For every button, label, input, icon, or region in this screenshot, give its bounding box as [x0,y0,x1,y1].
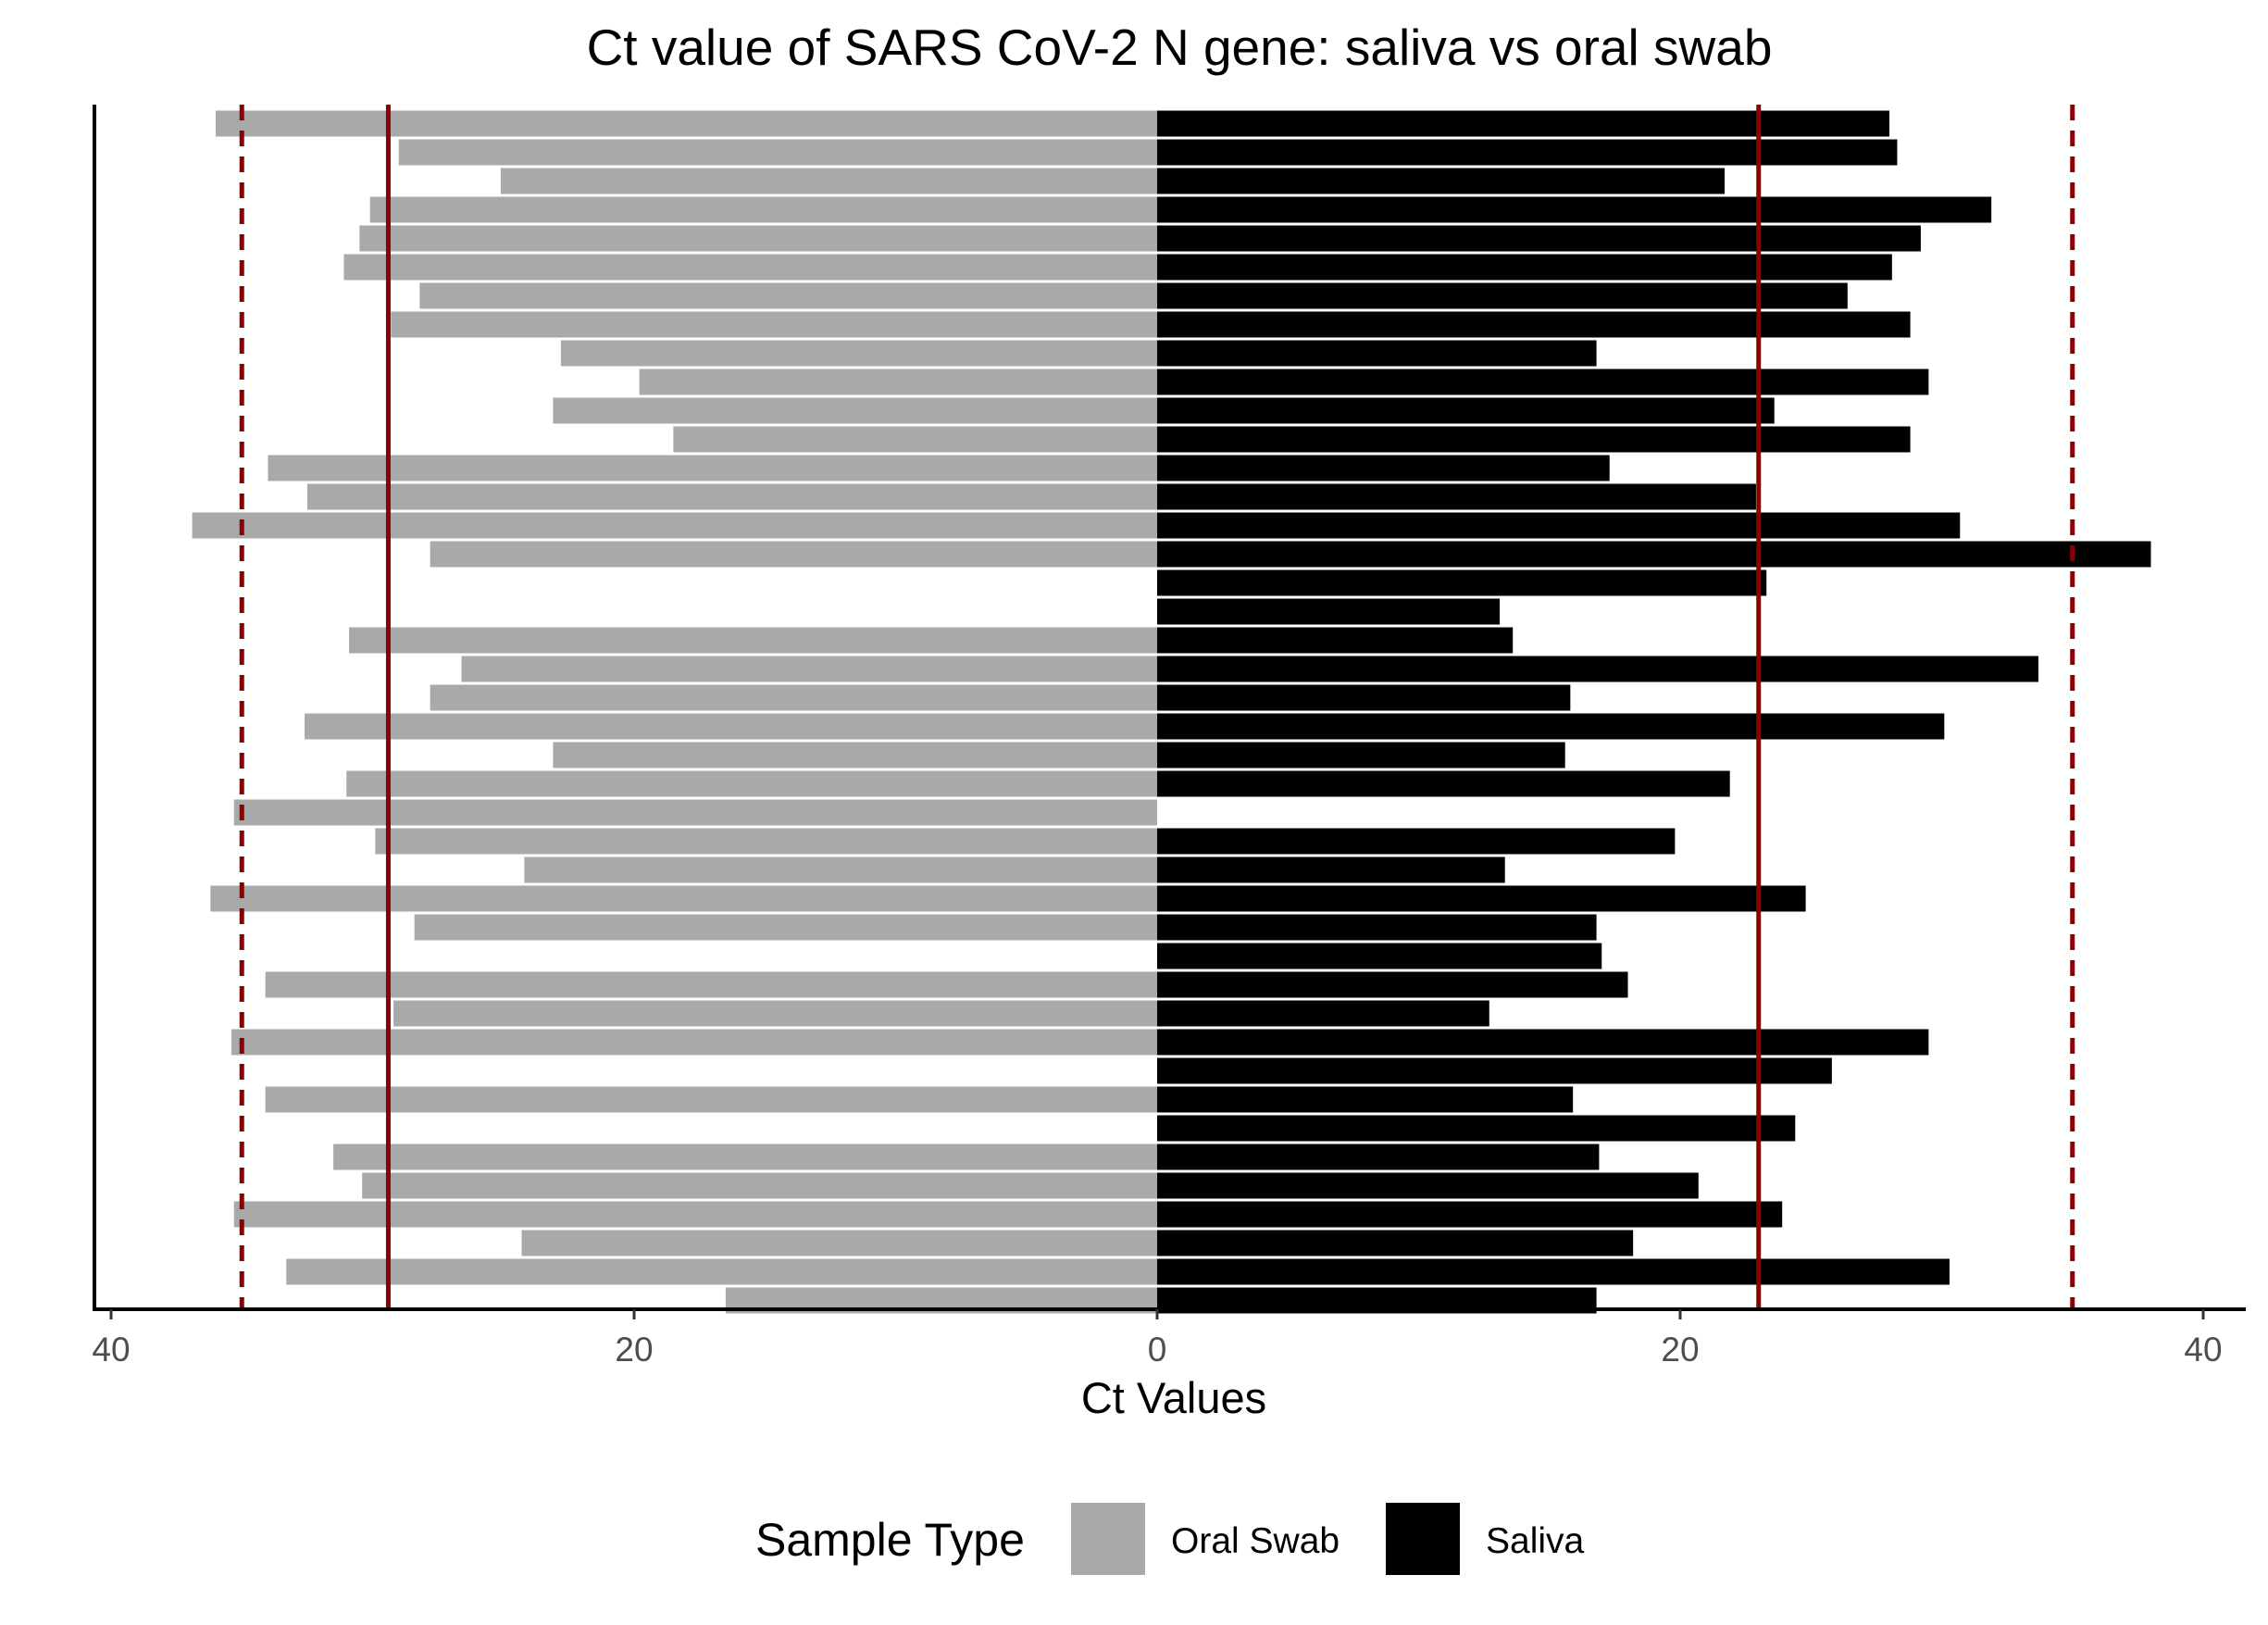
bar-oral-swab-7 [419,282,1158,309]
x-axis-title: Ct Values [1081,1373,1266,1422]
bars-layer [192,110,2151,1314]
bar-saliva-41 [1157,1258,1950,1285]
bar-oral-swab-38 [362,1172,1157,1199]
bar-saliva-10 [1157,369,1929,395]
bar-oral-swab-21 [430,684,1157,711]
bar-saliva-22 [1157,713,1945,740]
bar-oral-swab-32 [393,1000,1158,1027]
bar-saliva-7 [1157,282,1848,309]
bar-oral-swab-27 [524,856,1157,883]
bar-saliva-9 [1157,340,1597,367]
bar-saliva-1 [1157,110,1889,137]
x-tick-label-5: 40 [2184,1331,2222,1369]
x-tick-label-4: 20 [1661,1331,1699,1369]
bar-saliva-12 [1157,426,1911,453]
bar-saliva-24 [1157,770,1730,797]
bar-oral-swab-11 [553,397,1157,424]
bar-saliva-14 [1157,483,1756,510]
x-tick-label-2: 20 [615,1331,653,1369]
legend-swatch-oral-swab [1071,1503,1145,1575]
bar-oral-swab-5 [359,225,1157,252]
bar-oral-swab-41 [286,1258,1157,1285]
bar-oral-swab-31 [265,971,1157,998]
bar-saliva-23 [1157,742,1565,769]
bar-saliva-35 [1157,1086,1574,1113]
x-ticks-layer: 40 20 0 20 40 [92,1309,2223,1369]
bar-oral-swab-16 [430,541,1157,568]
bar-saliva-8 [1157,311,1911,338]
bar-oral-swab-6 [343,254,1157,281]
bar-saliva-32 [1157,1000,1489,1027]
bar-oral-swab-3 [500,168,1157,194]
bar-oral-swab-14 [306,483,1157,510]
bar-saliva-36 [1157,1115,1796,1142]
legend: Sample Type Oral Swab Saliva [755,1503,1585,1575]
legend-label-saliva: Saliva [1486,1521,1585,1561]
bar-saliva-19 [1157,627,1514,654]
bar-oral-swab-13 [268,455,1157,481]
bar-saliva-3 [1157,168,1726,194]
bar-oral-swab-23 [553,742,1157,769]
legend-swatch-saliva [1386,1503,1460,1575]
bar-oral-swab-2 [398,139,1157,166]
bar-oral-swab-33 [231,1029,1157,1056]
bar-saliva-15 [1157,512,1961,539]
bar-oral-swab-4 [369,196,1157,223]
bar-saliva-16 [1157,541,2151,568]
bar-oral-swab-37 [333,1144,1157,1170]
bar-saliva-33 [1157,1029,1929,1056]
bar-oral-swab-19 [349,627,1157,654]
bar-saliva-28 [1157,885,1806,912]
bar-saliva-2 [1157,139,1898,166]
legend-title: Sample Type [755,1514,1025,1566]
bar-saliva-29 [1157,914,1597,941]
bar-saliva-11 [1157,397,1775,424]
chart-title: Ct value of SARS CoV-2 N gene: saliva vs… [587,19,1773,76]
bar-saliva-40 [1157,1230,1634,1256]
bar-saliva-39 [1157,1201,1783,1228]
bar-oral-swab-28 [210,885,1158,912]
bar-oral-swab-10 [639,369,1157,395]
bar-saliva-6 [1157,254,1892,281]
reference-lines-layer [239,105,2075,1309]
bar-saliva-5 [1157,225,1921,252]
bar-saliva-31 [1157,971,1628,998]
bar-oral-swab-15 [192,512,1158,539]
legend-label-oral-swab: Oral Swab [1171,1521,1340,1561]
bar-saliva-26 [1157,828,1676,855]
bar-saliva-21 [1157,684,1571,711]
bar-oral-swab-12 [673,426,1157,453]
bar-saliva-38 [1157,1172,1699,1199]
bar-oral-swab-26 [375,828,1157,855]
bar-saliva-13 [1157,455,1610,481]
bar-saliva-4 [1157,196,1992,223]
bar-oral-swab-24 [346,770,1157,797]
x-tick-label-3: 0 [1148,1331,1167,1369]
bar-oral-swab-8 [391,311,1157,338]
bar-oral-swab-20 [461,656,1157,682]
bar-oral-swab-29 [414,914,1157,941]
bar-oral-swab-39 [233,1201,1157,1228]
bar-saliva-37 [1157,1144,1600,1170]
bar-saliva-17 [1157,569,1767,596]
bar-oral-swab-40 [521,1230,1157,1256]
bar-oral-swab-9 [560,340,1157,367]
bar-saliva-34 [1157,1057,1832,1084]
bar-oral-swab-22 [305,713,1157,740]
bar-oral-swab-25 [233,799,1157,826]
x-tick-label-1: 40 [92,1331,130,1369]
bar-saliva-27 [1157,856,1505,883]
bar-saliva-30 [1157,943,1602,969]
bar-oral-swab-1 [216,110,1157,137]
bar-oral-swab-35 [265,1086,1157,1113]
bar-saliva-20 [1157,656,2039,682]
bar-saliva-18 [1157,598,1501,625]
